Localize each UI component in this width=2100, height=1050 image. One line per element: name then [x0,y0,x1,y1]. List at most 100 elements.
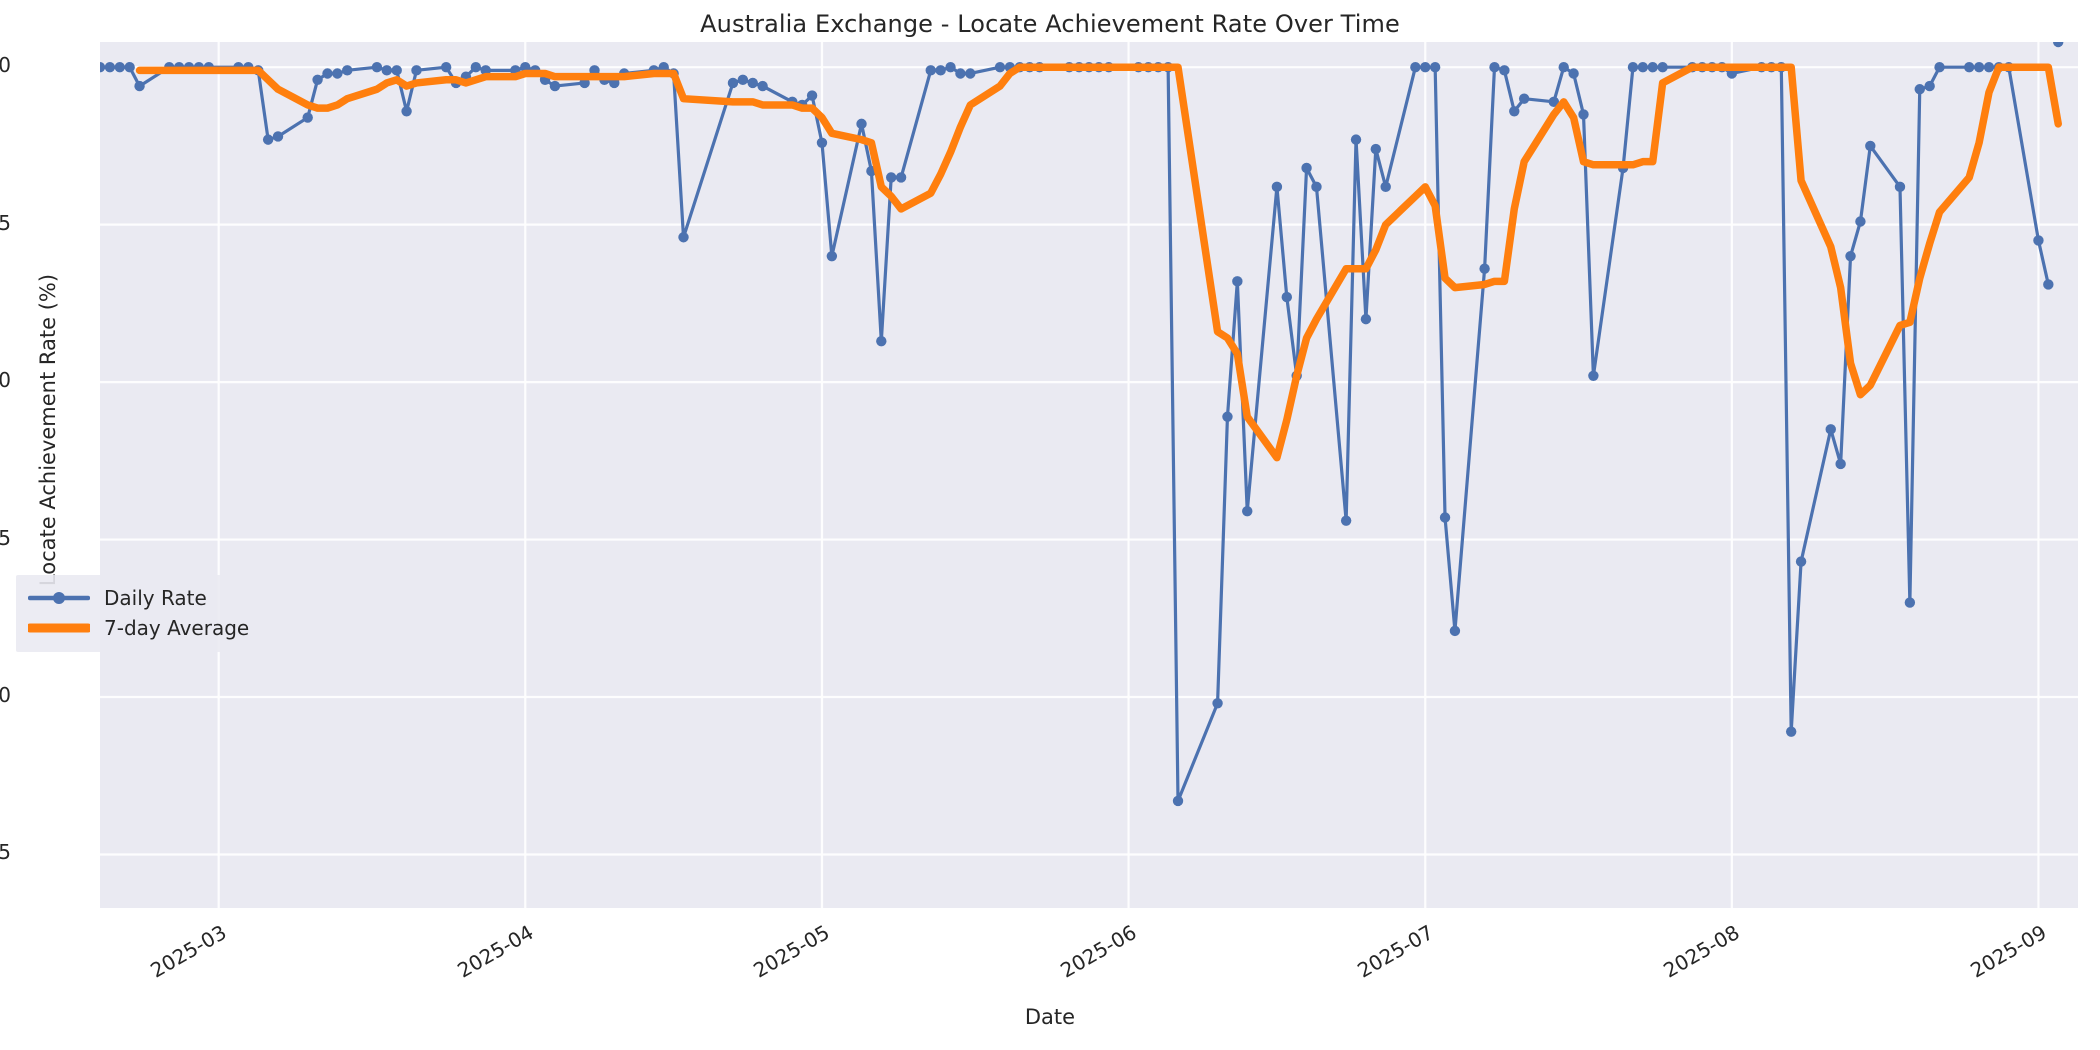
data-point-marker [1795,556,1807,567]
legend-item-daily-rate[interactable]: Daily Rate [27,583,249,613]
data-point-marker [1499,65,1510,76]
data-point-marker [2053,42,2064,48]
data-point-marker [1518,93,1530,104]
x-tick-label: 2025-03 [146,920,231,983]
data-point-marker [1904,597,1916,608]
legend-swatch-seven-day-average [25,617,93,639]
data-point-marker [381,65,393,76]
data-point-marker [1865,140,1876,152]
data-point-marker [1271,181,1283,193]
x-axis-label: Date [1024,1005,1076,1029]
data-point-marker [549,80,561,92]
data-point-marker [411,65,422,76]
data-point-marker [727,77,739,89]
data-point-marker [401,106,412,117]
data-point-marker [1825,424,1836,435]
data-point-marker [1578,109,1589,120]
data-point-marker [312,74,323,85]
x-tick-label: 2025-04 [452,920,538,983]
data-point-marker [1973,61,1985,73]
data-point-marker [1360,313,1372,325]
data-point-marker [1439,512,1451,523]
series-line-0 [100,65,2050,803]
y-axis-label: Locate Achievement Rate (%) [36,273,60,587]
plot-area [100,42,2078,908]
data-point-marker [1489,61,1500,73]
data-point-marker [1934,61,1945,73]
data-point-marker [1924,80,1935,92]
x-tick-label: 2025-06 [1056,920,1141,983]
data-point-marker [440,61,452,73]
data-point-marker [342,65,353,76]
x-tick-label: 2025-09 [1966,920,2051,983]
data-point-marker [816,137,828,148]
chart-title: Australia Exchange - Locate Achievement … [700,10,1400,38]
data-point-marker [100,61,106,73]
data-point-marker [1172,795,1184,807]
data-point-marker [1232,276,1243,287]
data-point-marker [1855,216,1866,227]
legend-item-seven-day-average[interactable]: 7-day Average [25,613,249,643]
data-point-marker [2033,235,2044,246]
legend-label-daily-rate: Daily Rate [104,586,207,610]
data-point-marker [935,65,946,76]
grid-lines [100,42,2078,908]
data-point-marker [1410,61,1421,73]
legend-swatch-daily-rate [27,587,91,609]
data-point-marker [1380,181,1391,193]
data-point-marker [262,134,274,145]
data-point-marker [994,61,1006,73]
data-point-marker [1479,263,1490,274]
data-point-marker [1301,162,1312,174]
y-tick-label: 100 [0,53,11,78]
data-point-marker [955,68,966,79]
data-point-marker [1914,84,1925,95]
chart-legend: Daily Rate 7-day Average [16,575,262,652]
data-point-marker [470,61,482,73]
data-point-marker [1983,61,1995,73]
data-point-marker [1548,96,1560,108]
data-point-marker [1242,506,1253,517]
data-point-marker [104,61,116,73]
data-point-marker [1657,61,1668,73]
data-point-marker [876,335,887,347]
data-point-marker [678,232,689,243]
data-point-marker [134,80,145,92]
y-tick-label: 80 [0,683,11,707]
data-point-marker [1509,106,1520,117]
x-tick-label: 2025-05 [749,920,834,983]
data-point-marker [1964,61,1975,73]
data-point-marker [886,172,897,183]
data-point-marker [1449,625,1461,637]
data-point-marker [806,90,818,101]
data-point-marker [1558,61,1569,73]
data-point-marker [272,131,284,142]
data-point-marker [371,61,383,73]
data-point-marker [747,77,758,89]
data-point-marker [1835,458,1846,470]
data-point-marker [965,68,976,79]
y-tick-label: 75 [0,840,11,865]
data-point-marker [1637,61,1649,73]
data-point-marker [124,61,135,73]
data-point-marker [322,68,333,79]
y-tick-label: 90 [0,368,11,393]
data-point-marker [1311,181,1322,193]
data-point-marker [1785,726,1797,737]
x-tick-label: 2025-07 [1352,920,1438,983]
data-point-marker [826,250,838,262]
data-point-marker [1627,61,1639,73]
data-point-marker [1420,61,1431,73]
data-point-marker [2043,279,2054,290]
data-point-marker [1568,68,1579,79]
data-point-marker [757,80,768,92]
data-point-marker [1647,61,1658,73]
data-point-marker [1222,411,1233,422]
data-series-layer [100,42,2064,807]
x-tick-label: 2025-08 [1659,920,1744,983]
data-point-marker [391,65,402,76]
y-tick-label: 85 [0,525,11,550]
data-point-marker [1429,61,1441,73]
y-tick-label: 95 [0,210,11,235]
